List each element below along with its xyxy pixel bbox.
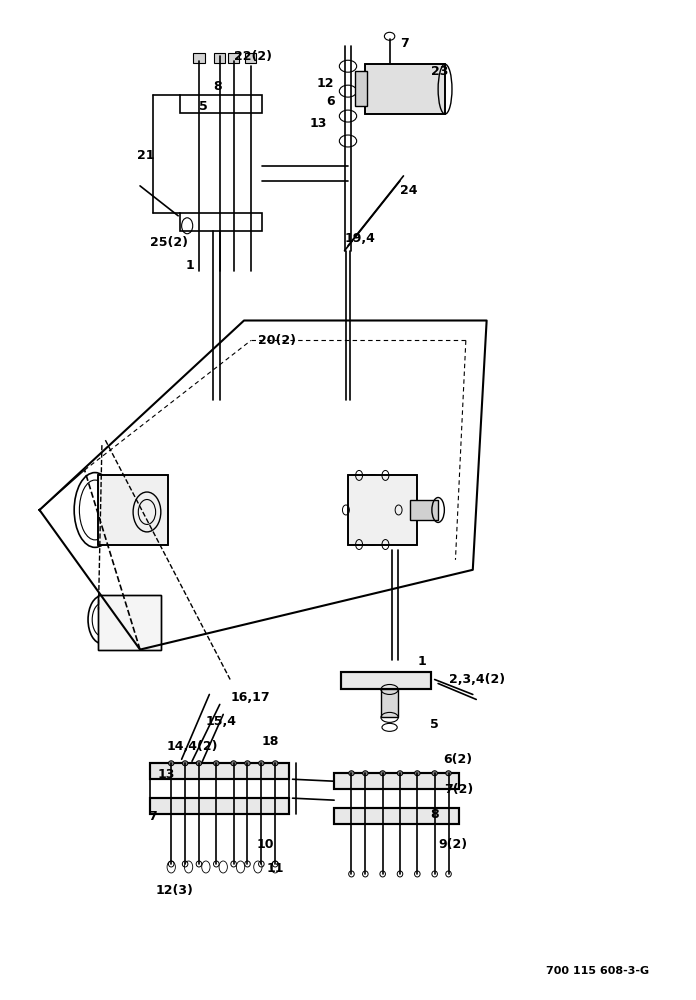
Text: 19,4: 19,4 (345, 232, 375, 245)
Ellipse shape (432, 771, 437, 776)
Text: 1: 1 (185, 259, 194, 272)
Text: 12: 12 (317, 77, 334, 90)
Text: 7: 7 (148, 810, 157, 823)
Bar (334, 808, 459, 824)
Bar (365, 64, 445, 114)
Text: 25(2): 25(2) (150, 236, 189, 249)
Bar (381, 689, 398, 717)
Bar (348, 475, 418, 545)
Ellipse shape (231, 761, 237, 766)
Bar (180, 213, 262, 231)
Ellipse shape (397, 771, 403, 776)
Bar (334, 773, 459, 789)
Bar (150, 763, 289, 779)
Ellipse shape (182, 761, 188, 766)
Text: 1: 1 (418, 655, 426, 668)
Ellipse shape (272, 761, 278, 766)
Text: 18: 18 (261, 735, 278, 748)
Text: 14,4(2): 14,4(2) (166, 740, 218, 753)
Text: 16,17: 16,17 (230, 691, 270, 704)
Ellipse shape (363, 771, 368, 776)
Text: 5: 5 (199, 100, 207, 113)
Text: 6: 6 (326, 95, 335, 108)
Bar (98, 595, 161, 650)
Bar (365, 64, 445, 114)
Text: 10: 10 (257, 838, 274, 851)
Bar (150, 798, 289, 814)
Text: 8: 8 (430, 808, 438, 821)
Text: 700 115 608-3-G: 700 115 608-3-G (546, 966, 649, 976)
Bar (98, 475, 168, 545)
Text: 13: 13 (157, 768, 175, 781)
Text: 24: 24 (400, 184, 418, 197)
Text: 7(2): 7(2) (443, 783, 473, 796)
Text: 8: 8 (213, 80, 221, 93)
Ellipse shape (349, 771, 354, 776)
Bar (150, 763, 289, 779)
Bar (98, 595, 161, 650)
Bar (150, 798, 289, 814)
Ellipse shape (259, 761, 264, 766)
Text: 15,4: 15,4 (206, 715, 237, 728)
Bar (348, 475, 418, 545)
Text: 5: 5 (430, 718, 438, 731)
Text: 9(2): 9(2) (438, 838, 467, 851)
Ellipse shape (415, 771, 420, 776)
Bar (341, 672, 432, 689)
Text: 13: 13 (310, 117, 327, 130)
Text: 2,3,4(2): 2,3,4(2) (448, 673, 505, 686)
Bar (98, 475, 168, 545)
Ellipse shape (196, 761, 202, 766)
Bar (341, 672, 432, 689)
Bar (334, 773, 459, 789)
Text: 23: 23 (432, 65, 448, 78)
Bar (228, 53, 239, 63)
Text: 11: 11 (267, 862, 285, 875)
Ellipse shape (380, 771, 386, 776)
Text: 21: 21 (136, 149, 154, 162)
Ellipse shape (214, 761, 219, 766)
Ellipse shape (445, 771, 451, 776)
Bar (334, 808, 459, 824)
Text: 6(2): 6(2) (443, 753, 473, 766)
Bar (193, 53, 205, 63)
Bar (214, 53, 226, 63)
Ellipse shape (168, 761, 174, 766)
Bar (411, 500, 438, 520)
Bar (355, 71, 367, 106)
Ellipse shape (245, 761, 251, 766)
Text: 22(2): 22(2) (234, 50, 271, 63)
Text: 12(3): 12(3) (155, 884, 193, 897)
Bar (180, 95, 262, 113)
Bar (246, 53, 257, 63)
Text: 20(2): 20(2) (258, 334, 296, 347)
Text: 7: 7 (400, 37, 409, 50)
